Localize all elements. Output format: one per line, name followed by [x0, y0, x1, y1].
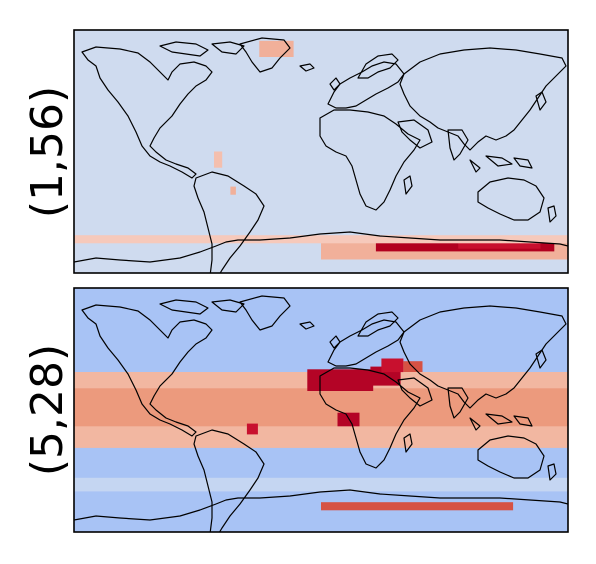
hotspot-cell — [307, 369, 374, 391]
map-panel-1: (1,56) — [22, 29, 569, 274]
panel-1-label: (1,56) — [22, 86, 73, 218]
hotspot-cell — [458, 240, 541, 249]
hotspot-cell — [214, 151, 223, 168]
hotspot-cell — [230, 186, 236, 195]
hotspot-cell — [74, 477, 568, 492]
hotspot-cell — [321, 502, 514, 511]
map-panel-2: (5,28) — [22, 287, 569, 533]
hotspot-cell — [337, 412, 360, 427]
hotspot-cell — [246, 423, 258, 435]
hotspot-cell — [381, 358, 404, 373]
panel-2-label: (5,28) — [22, 344, 73, 476]
hotspot-cell — [74, 235, 568, 244]
